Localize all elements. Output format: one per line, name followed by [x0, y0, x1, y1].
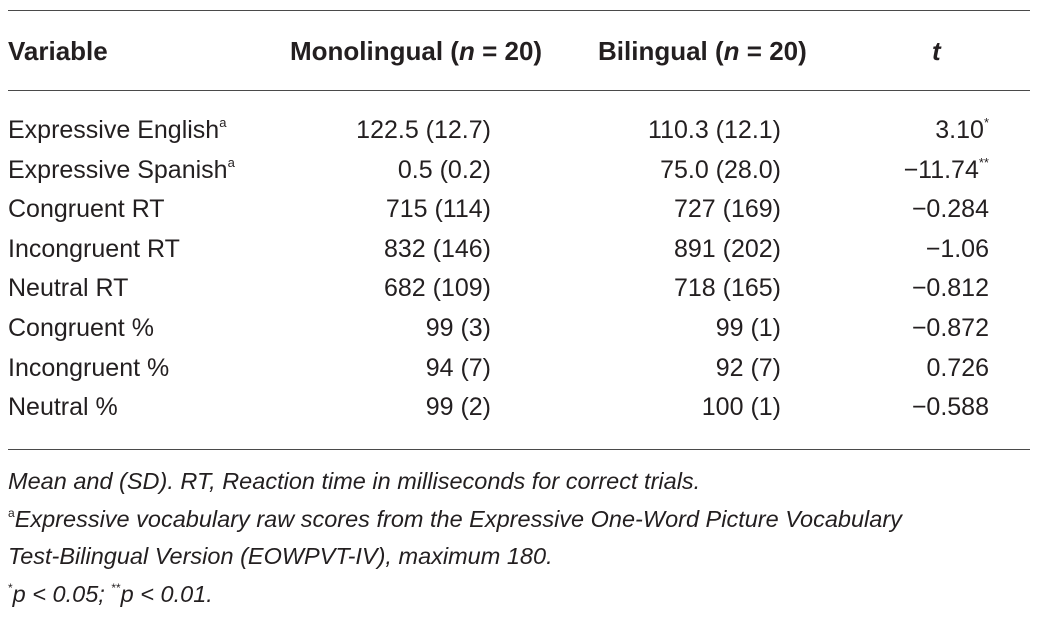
- cell-variable: Congruent %: [8, 313, 154, 342]
- cell-bilingual: 718 (165): [673, 274, 781, 303]
- table-bottom-rule: [8, 449, 1030, 450]
- variable-label: Expressive English: [8, 116, 220, 144]
- cell-bilingual: 92 (7): [715, 353, 781, 382]
- cell-bilingual: 110.3 (12.1): [648, 116, 781, 144]
- cell-monolingual: 99 (2): [425, 393, 491, 422]
- table-row: Incongruent % 94 (7) 92 (7) 0.726: [0, 349, 1039, 389]
- header-bilingual: Bilingual (n = 20): [598, 34, 807, 68]
- table-row: Congruent % 99 (3) 99 (1) −0.872: [0, 309, 1039, 349]
- cell-t: −0.812: [911, 274, 989, 303]
- cell-variable: Neutral %: [8, 393, 118, 422]
- header-t: t: [932, 36, 941, 66]
- variable-footnote-marker: a: [227, 154, 235, 170]
- cell-t: 3.10*: [935, 111, 989, 151]
- cell-monolingual: 0.5 (0.2): [397, 155, 491, 184]
- significance-text-2: p < 0.01.: [120, 580, 213, 607]
- significance-marker: **: [978, 154, 989, 170]
- significance-marker-double: **: [111, 580, 121, 595]
- table-header-rule: [8, 90, 1030, 91]
- table-top-rule: [8, 10, 1030, 11]
- table-row: Expressive Englisha 122.5 (12.7) 110.3 (…: [0, 111, 1039, 151]
- header-monolingual-suffix: = 20): [474, 36, 543, 66]
- cell-t: −11.74**: [904, 151, 989, 191]
- table-row: Neutral RT 682 (109) 718 (165) −0.812: [0, 269, 1039, 309]
- footnote-a-continued: Test-Bilingual Version (EOWPVT-IV), maxi…: [8, 543, 553, 569]
- variable-footnote-marker: a: [219, 115, 227, 130]
- header-monolingual: Monolingual (n = 20): [290, 34, 542, 68]
- cell-variable: Incongruent %: [8, 353, 170, 382]
- footnote-general: Mean and (SD). RT, Reaction time in mill…: [8, 468, 701, 494]
- cell-monolingual: 682 (109): [383, 274, 491, 303]
- header-variable: Variable: [8, 36, 108, 66]
- cell-t: −0.284: [911, 195, 989, 224]
- cell-monolingual: 122.5 (12.7): [356, 116, 491, 144]
- table-row: Congruent RT 715 (114) 727 (169) −0.284: [0, 190, 1039, 230]
- cell-monolingual: 832 (146): [383, 234, 491, 263]
- cell-variable: Expressive Spanisha: [8, 151, 235, 191]
- significance-marker-single: *: [8, 580, 13, 595]
- t-value: 3.10: [935, 116, 984, 144]
- variable-label: Expressive Spanish: [8, 155, 228, 184]
- header-monolingual-n: n: [458, 36, 475, 66]
- table-header-row: Variable Monolingual (n = 20) Bilingual …: [0, 30, 1039, 74]
- cell-t: 0.726: [926, 353, 989, 382]
- cell-t: −1.06: [925, 234, 989, 263]
- cell-t: −0.588: [911, 393, 989, 422]
- cell-variable: Expressive Englisha: [8, 111, 226, 151]
- cell-t: −0.872: [911, 313, 989, 342]
- table-row: Incongruent RT 832 (146) 891 (202) −1.06: [0, 230, 1039, 270]
- footnote-a: aExpressive vocabulary raw scores from t…: [8, 501, 1028, 539]
- cell-monolingual: 715 (114): [385, 195, 491, 224]
- cell-monolingual: 99 (3): [425, 313, 491, 342]
- table-footnotes: Mean and (SD). RT, Reaction time in mill…: [8, 463, 1028, 613]
- cell-bilingual: 100 (1): [701, 393, 781, 422]
- cell-bilingual: 99 (1): [715, 313, 781, 342]
- footnote-a-marker: a: [8, 505, 15, 520]
- table-body: Expressive Englisha 122.5 (12.7) 110.3 (…: [0, 111, 1039, 428]
- cell-variable: Incongruent RT: [8, 234, 180, 263]
- significance-text-1: p < 0.05;: [12, 580, 112, 607]
- cell-variable: Neutral RT: [8, 274, 129, 303]
- significance-marker: *: [983, 115, 989, 130]
- footnote-a-text: Expressive vocabulary raw scores from th…: [14, 505, 902, 532]
- header-bilingual-prefix: Bilingual (: [598, 36, 724, 66]
- cell-bilingual: 75.0 (28.0): [660, 155, 781, 184]
- cell-monolingual: 94 (7): [425, 353, 491, 382]
- cell-variable: Congruent RT: [8, 195, 165, 224]
- header-bilingual-suffix: = 20): [739, 36, 807, 66]
- header-bilingual-n: n: [723, 36, 740, 66]
- t-value: −11.74: [903, 155, 979, 184]
- table-row: Expressive Spanisha 0.5 (0.2) 75.0 (28.0…: [0, 151, 1039, 191]
- cell-bilingual: 727 (169): [673, 195, 781, 224]
- table-row: Neutral % 99 (2) 100 (1) −0.588: [0, 388, 1039, 428]
- footnote-significance: *p < 0.05; **p < 0.01.: [8, 576, 1028, 614]
- cell-bilingual: 891 (202): [673, 234, 781, 263]
- header-monolingual-prefix: Monolingual (: [290, 36, 459, 66]
